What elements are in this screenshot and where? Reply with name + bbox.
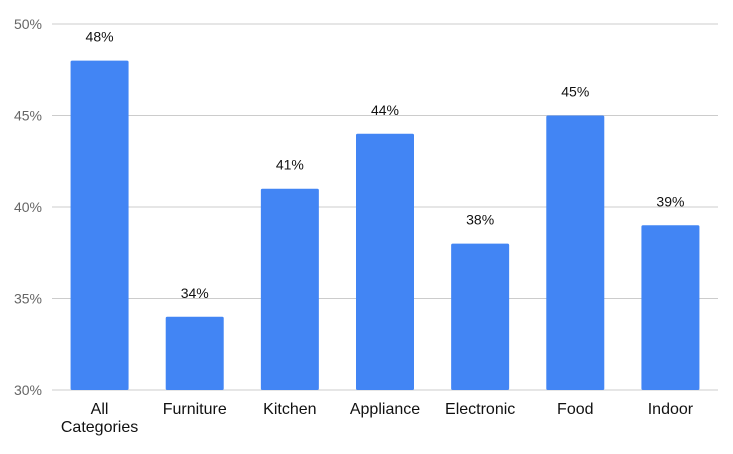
bar [165,316,224,390]
data-label: 39% [656,193,684,209]
category-label: Kitchen [263,401,316,418]
data-label: 34% [181,285,209,301]
bar-layer [70,60,700,391]
category-label: All [91,401,109,418]
bar [70,60,129,390]
category-label: Appliance [350,401,420,418]
y-tick-label: 45% [14,108,42,124]
y-tick-label: 40% [14,199,42,215]
data-label: 44% [371,102,399,118]
bar [546,115,605,390]
bar [641,225,700,390]
y-tick-label: 30% [14,382,42,398]
data-label: 45% [561,84,589,100]
category-label: Furniture [163,401,227,418]
data-label: 41% [276,157,304,173]
category-label: Indoor [648,401,694,418]
category-label: Categories [61,419,138,436]
y-tick-label: 35% [14,291,42,307]
bar [356,133,414,391]
data-label: 48% [86,29,114,45]
y-tick-label: 50% [14,16,42,32]
data-label: 38% [466,212,494,228]
bar [451,243,510,390]
category-label: Electronic [445,401,515,418]
category-label: Food [557,401,593,418]
bar [260,188,319,390]
